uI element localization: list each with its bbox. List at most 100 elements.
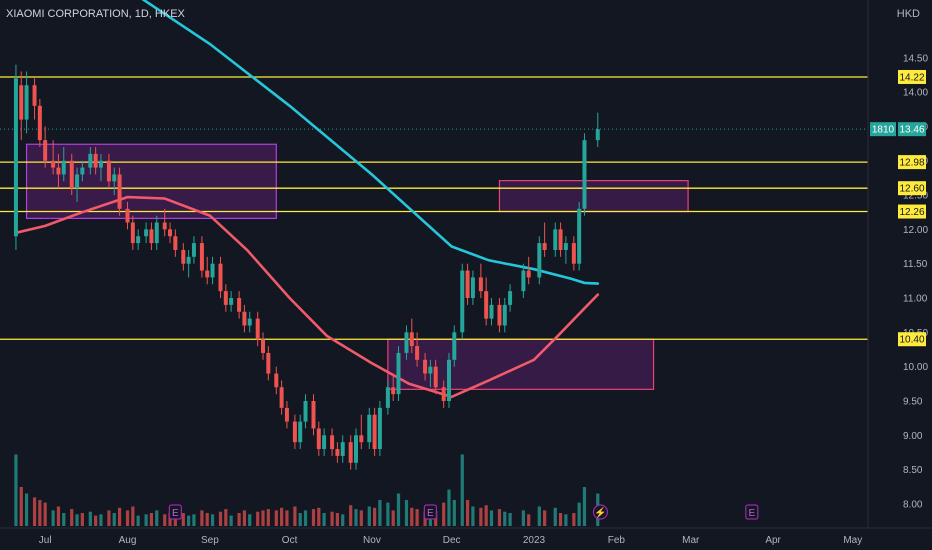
candle-body [93,153,98,168]
candle-body [391,387,396,395]
volume-bar [43,502,47,526]
volume-bar [553,507,557,526]
candle-body [330,435,335,450]
candle-body [558,229,563,250]
volume-bar [335,513,340,526]
earnings-box [423,504,437,520]
volume-bar [248,514,252,526]
volume-bar [237,513,241,526]
candle-body [292,421,297,443]
candle-body [348,442,353,463]
candle-body [149,229,154,244]
volume-bar [107,510,111,526]
candle-body [205,270,210,278]
volume-bar [386,502,390,526]
candle-body [502,304,507,326]
volume-bar [442,502,446,526]
candle-body [186,256,191,264]
time-tick-label: Oct [282,535,298,546]
volume-bar [537,506,541,526]
candle-body [316,428,321,450]
volume-bar [155,510,159,526]
level-price-label: 14.22 [899,72,924,83]
countdown-tag [870,122,896,137]
candle-body [582,140,587,209]
candle-body [484,291,489,319]
candle-body [322,435,327,450]
candle-body [279,387,284,408]
time-tick-label: Nov [363,535,381,546]
candle-body [465,270,470,299]
volume-bar [99,514,103,526]
volume-bar [261,510,265,526]
candle-body [470,277,475,299]
volume-bar [359,510,363,526]
volume-bar [391,510,395,526]
price-axis[interactable]: 14.5014.0013.5013.0012.5012.0011.5011.00… [867,0,932,550]
volume-bar [32,497,37,526]
price-tick-label: 8.50 [903,465,923,476]
volume-bar [149,513,154,526]
volume-bar [378,500,382,526]
time-tick-label: 2023 [523,535,546,546]
candle-body [284,407,289,422]
volume-bar [372,507,377,526]
time-tick-label: Mar [682,535,700,546]
time-tick-label: May [843,535,862,546]
candle-body [32,85,37,106]
candle-body [199,243,204,271]
price-axis-bg [868,0,932,550]
candle-body [577,208,582,264]
candle-body [359,435,364,443]
candle-body [563,243,568,250]
time-axis[interactable]: Jul Aug Sep Oct Nov Dec 2023 Feb Mar Apr May [0,527,932,550]
volume-bar [19,487,23,526]
candle-body [404,332,409,353]
volume-bar [256,511,260,526]
candle-body [372,414,377,450]
price-tick-label: 9.00 [903,431,923,442]
candle-body [537,243,542,278]
ma-layer [14,0,600,399]
volume-bar [460,454,464,526]
event-symbol: ⚡ [594,506,606,519]
candle-body [237,298,242,312]
volume-bar [218,511,223,526]
moving-average-line [14,195,600,399]
candle-body [255,318,260,340]
volume-bar [582,487,587,526]
candle-body [210,263,215,278]
candle-body [125,208,130,223]
candle-body [43,140,48,161]
volume-bar [330,511,334,526]
volume-bar [484,505,488,526]
volume-bar [479,507,483,526]
candle-body [130,222,135,244]
candle-body [56,167,61,175]
candle-body [428,366,433,374]
volume-bar [51,510,55,526]
candle-body [340,442,345,456]
candle-body [354,435,358,463]
event-symbol: E [427,508,434,519]
volume-bar [415,509,419,526]
volume-bar [558,513,563,526]
price-tick-label: 12.00 [903,225,928,236]
volume-bar [503,511,507,526]
volume-bar [205,513,209,526]
candles-layer [13,64,600,470]
zone-box [25,143,277,219]
volume-bar [354,509,358,526]
level-price-tag [898,155,926,170]
candle-body [311,401,316,429]
event-marker: E [423,504,437,520]
price-tick-label: 14.50 [903,53,928,64]
volume-bar [404,500,409,526]
price-tick-label: 11.00 [903,294,928,305]
candle-body [154,222,159,244]
volume-bar [192,514,196,526]
volume-bar [280,507,284,526]
volume-bar [56,506,61,526]
volume-bar [572,513,576,526]
